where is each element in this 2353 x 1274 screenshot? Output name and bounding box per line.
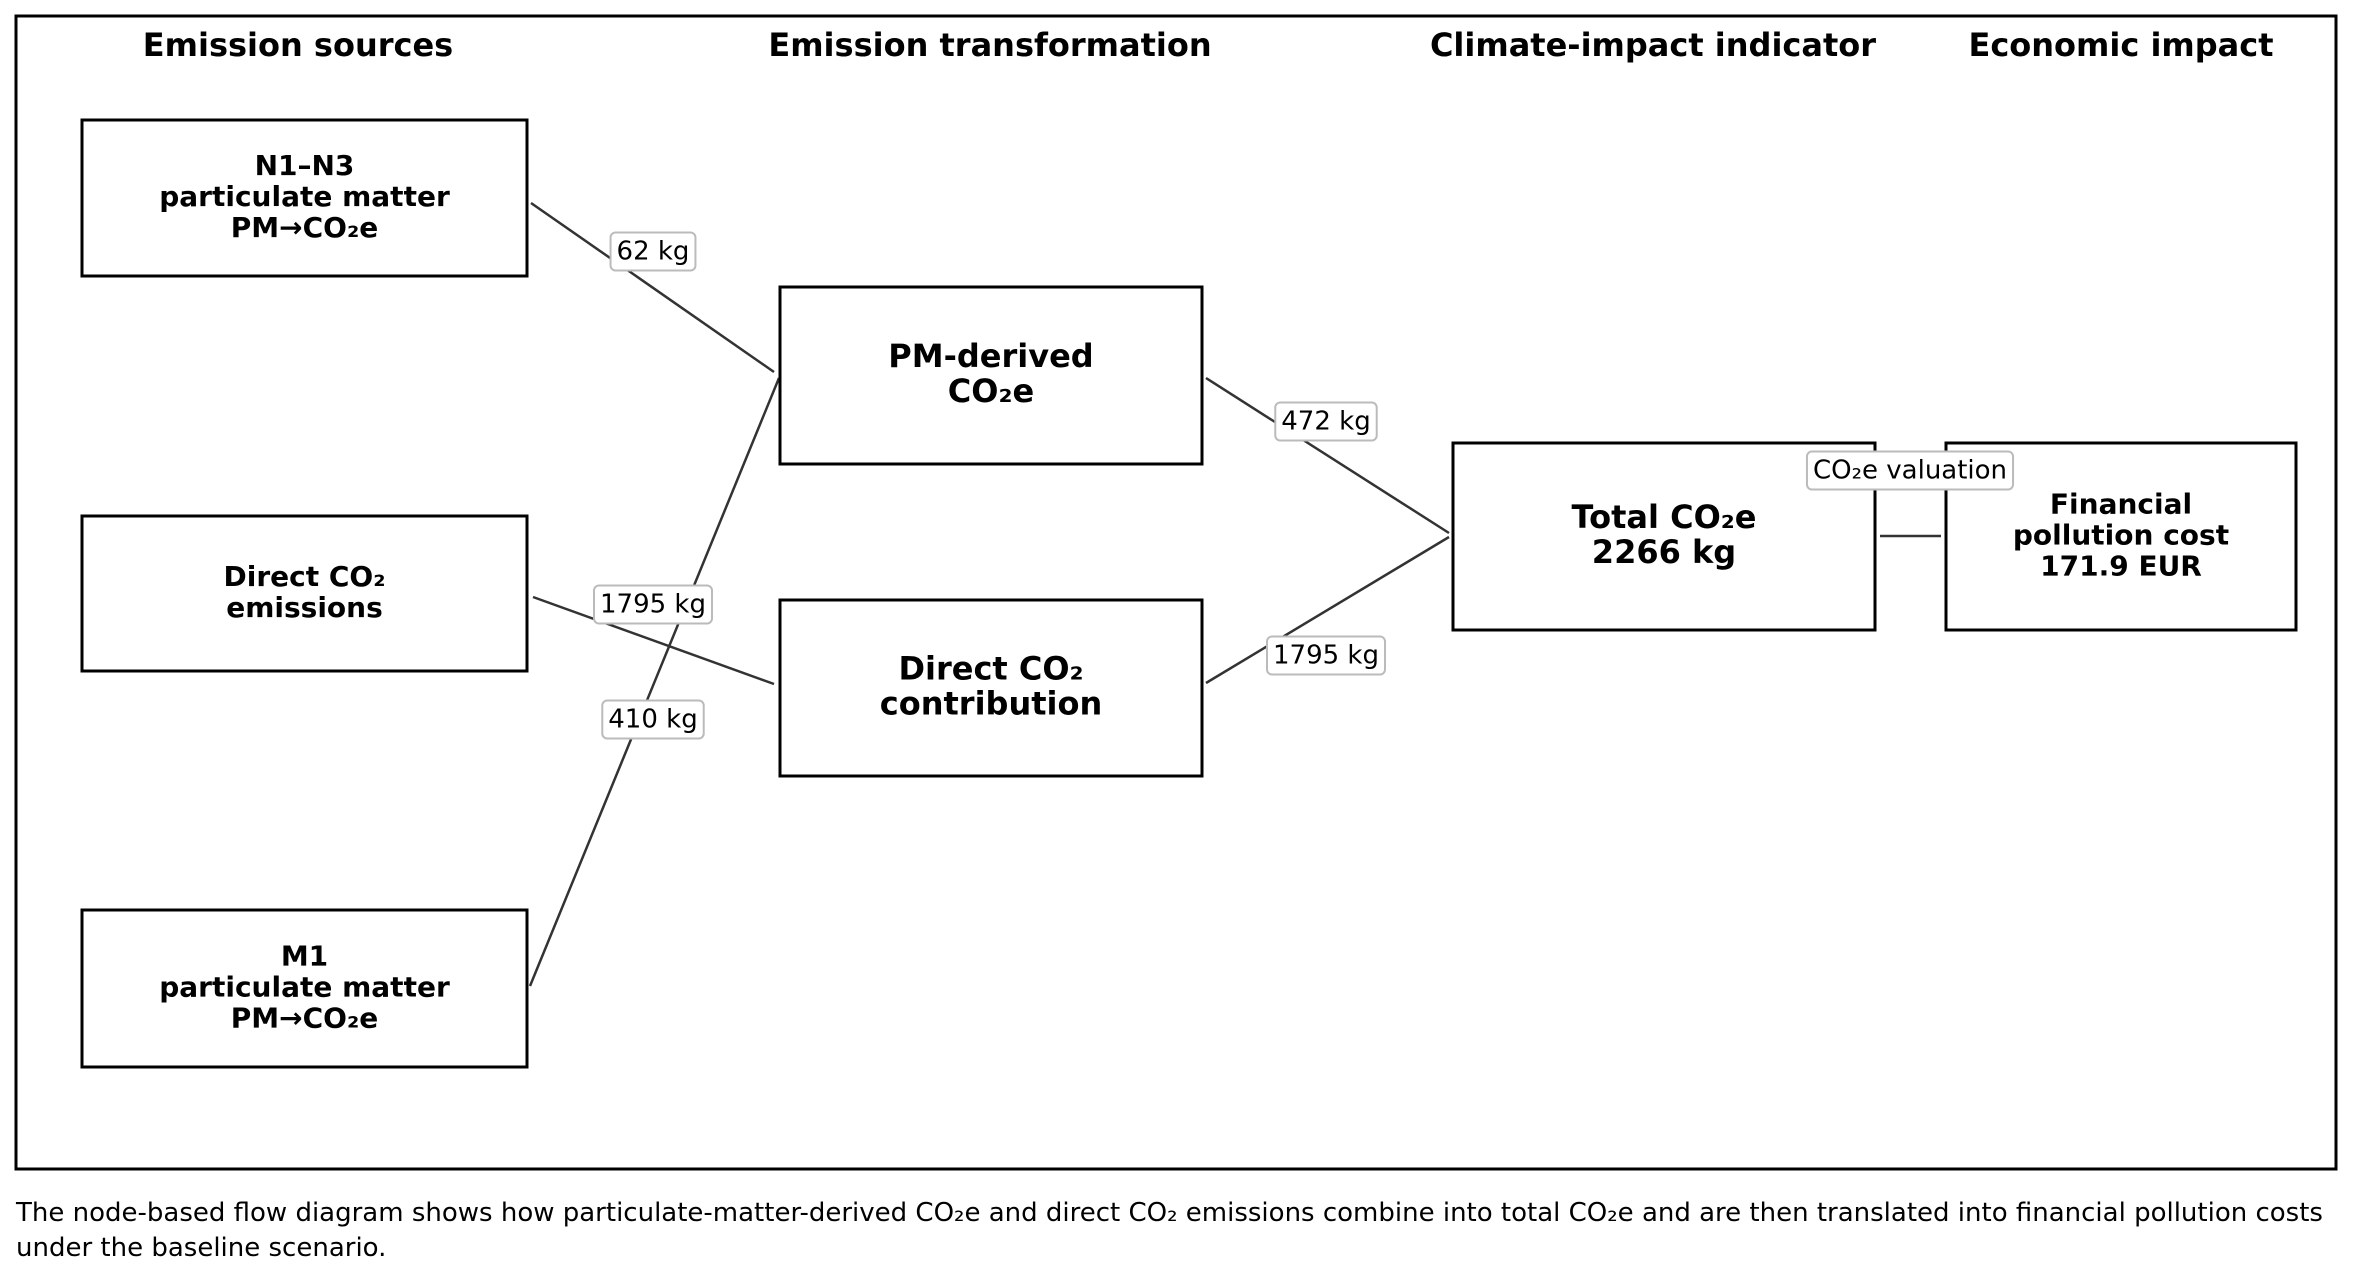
node-label: Direct CO₂ bbox=[224, 560, 386, 593]
edge-label: 472 kg bbox=[1274, 401, 1378, 442]
edge bbox=[1205, 376, 1450, 535]
frame bbox=[14, 14, 2338, 1171]
edge-label: 1795 kg bbox=[1266, 635, 1386, 676]
column-header: Economic impact bbox=[1968, 26, 2273, 64]
node-label: CO₂e bbox=[948, 372, 1034, 410]
node-box bbox=[1451, 441, 1877, 632]
node-label: pollution cost bbox=[2013, 519, 2229, 552]
edge-label-text: 472 kg bbox=[1281, 407, 1370, 437]
edge-label-box bbox=[1805, 450, 2015, 491]
node-label: Financial bbox=[2050, 488, 2192, 521]
node-label: particulate matter bbox=[159, 180, 450, 213]
edge-label-box bbox=[601, 699, 705, 740]
node-label: 2266 kg bbox=[1592, 533, 1736, 571]
node-label: M1 bbox=[281, 940, 328, 973]
column-header: Climate-impact indicator bbox=[1430, 26, 1876, 64]
edge bbox=[1205, 535, 1450, 685]
node-label: particulate matter bbox=[159, 971, 450, 1004]
edge-label: 410 kg bbox=[601, 699, 705, 740]
edge-label: CO₂e valuation bbox=[1805, 450, 2015, 491]
node-label: Direct CO₂ bbox=[898, 650, 1083, 688]
node-label: contribution bbox=[880, 685, 1103, 723]
node-label: PM→CO₂e bbox=[231, 1002, 378, 1035]
node-label: 171.9 EUR bbox=[2040, 550, 2202, 583]
node-box bbox=[80, 908, 529, 1069]
edge-label-text: CO₂e valuation bbox=[1813, 456, 2007, 486]
diagram: Emission sources Emission transformation C… bbox=[14, 14, 2338, 1171]
edge-label-text: 410 kg bbox=[608, 705, 697, 735]
node-label: emissions bbox=[226, 591, 383, 624]
caption: The node-based flow diagram shows how pa… bbox=[16, 1198, 2323, 1263]
column-header: Emission transformation bbox=[768, 26, 1211, 64]
edge-label-box bbox=[609, 231, 697, 272]
edge-label-box bbox=[1274, 401, 1378, 442]
edge bbox=[530, 201, 775, 374]
node-label: Total CO₂e bbox=[1572, 498, 1757, 536]
node-label: N1–N3 bbox=[255, 149, 355, 182]
edge-label-text: 62 kg bbox=[617, 237, 690, 267]
node-label: PM→CO₂e bbox=[231, 211, 378, 244]
node-box bbox=[80, 514, 529, 673]
edge bbox=[528, 377, 781, 987]
edge-label-box bbox=[1266, 635, 1386, 676]
node-label: PM-derived bbox=[888, 337, 1093, 375]
node-box bbox=[80, 118, 529, 278]
edge-label: 62 kg bbox=[609, 231, 697, 272]
edge-label-text: 1795 kg bbox=[1273, 641, 1379, 671]
edge-label: 1795 kg bbox=[593, 584, 713, 625]
node-box bbox=[778, 598, 1204, 778]
node-box bbox=[778, 285, 1204, 466]
edge-label-box bbox=[593, 584, 713, 625]
column-header: Emission sources bbox=[143, 26, 453, 64]
edge bbox=[532, 595, 775, 686]
edge-label-text: 1795 kg bbox=[600, 590, 706, 620]
